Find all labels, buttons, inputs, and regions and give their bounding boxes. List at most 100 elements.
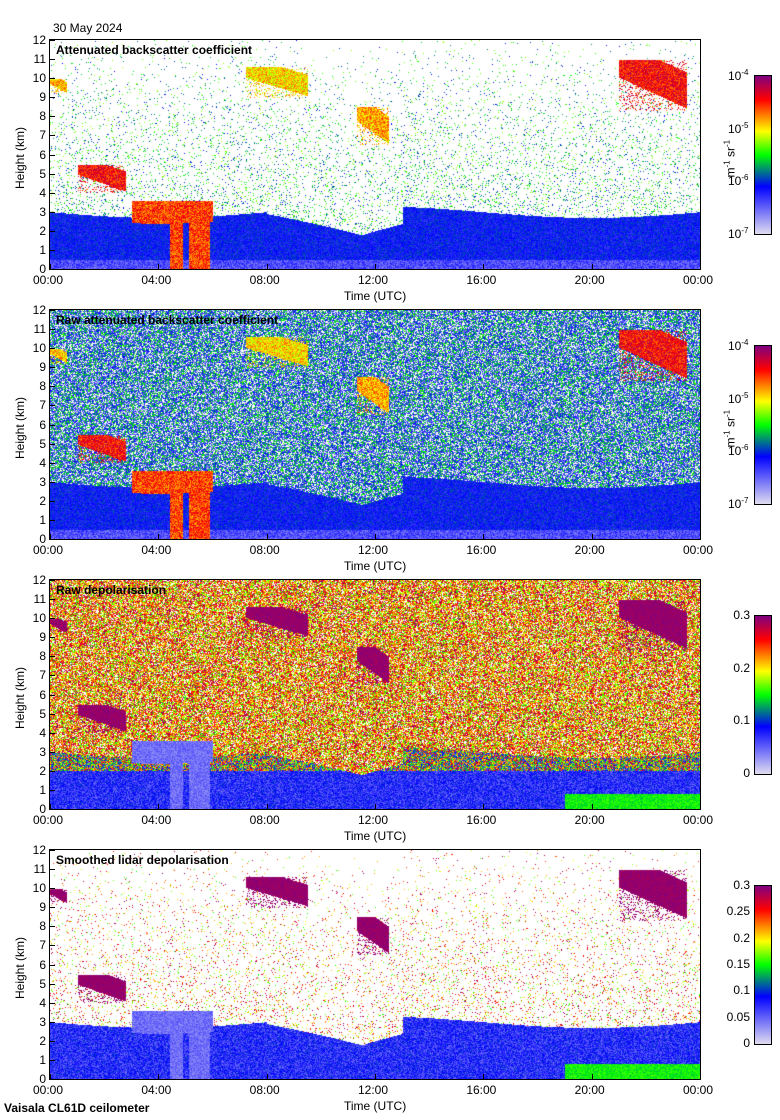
y-tick-label: 4 (39, 455, 46, 470)
x-tick-label: 08:00 (249, 543, 280, 557)
x-tick-label: 04:00 (141, 813, 172, 827)
x-tick-label: 16:00 (466, 543, 497, 557)
x-tick-mark (158, 534, 160, 539)
y-tick-label: 11 (33, 322, 46, 337)
y-tick-mark (50, 809, 55, 810)
y-tick-mark (50, 599, 55, 601)
x-tick-mark (50, 1074, 51, 1079)
x-axis-label: Time (UTC) (344, 289, 407, 303)
y-axis-label: Height (km) (13, 666, 27, 729)
tick-exponent: -5 (741, 390, 749, 400)
y-tick-mark (50, 1059, 55, 1061)
y-tick-mark (50, 713, 55, 715)
y-tick-label: 6 (39, 147, 46, 162)
x-tick-mark (158, 264, 160, 269)
y-tick-label: 6 (39, 687, 46, 702)
colorbar-units: m-1 sr-1 (722, 409, 738, 448)
y-tick-mark (50, 675, 55, 677)
y-tick-label: 7 (39, 128, 46, 143)
y-axis-label: Height (km) (13, 396, 27, 459)
y-tick-mark (50, 869, 55, 871)
x-tick-mark (591, 1074, 593, 1079)
y-tick-label: 6 (39, 957, 46, 972)
colorbar (754, 345, 772, 505)
y-tick-mark (50, 1040, 55, 1042)
colorbar-tick-label: 0.3 (733, 878, 750, 892)
colorbar-tick-label: 10-5 (728, 391, 748, 406)
x-tick-label: 00:00 (33, 1083, 64, 1097)
x-tick-label: 12:00 (358, 813, 389, 827)
tick-base: 10 (728, 497, 742, 511)
tick-exponent: -7 (741, 496, 749, 505)
y-tick-mark (50, 348, 55, 350)
y-tick-mark (50, 926, 55, 928)
x-tick-label: 20:00 (574, 543, 605, 557)
y-tick-mark (50, 732, 55, 734)
x-axis-label: Time (UTC) (344, 1099, 407, 1113)
y-tick-mark (50, 135, 55, 137)
y-tick-label: 12 (32, 573, 46, 587)
y-tick-mark (50, 694, 55, 696)
y-tick-mark (50, 580, 55, 581)
y-tick-mark (50, 637, 55, 639)
y-tick-mark (50, 78, 55, 80)
x-tick-mark (50, 264, 51, 269)
y-tick-label: 9 (39, 90, 46, 105)
y-tick-mark (50, 656, 55, 658)
x-tick-mark (266, 1074, 268, 1079)
x-tick-label: 12:00 (358, 273, 389, 287)
x-tick-mark (266, 534, 268, 539)
x-axis-label: Time (UTC) (344, 829, 407, 843)
panel-title: Raw attenuated backscatter coefficient (56, 313, 279, 327)
y-tick-mark (50, 329, 55, 331)
x-tick-label: 20:00 (574, 273, 605, 287)
y-tick-label: 4 (39, 995, 46, 1010)
y-tick-mark (50, 192, 55, 194)
y-tick-mark (50, 386, 55, 388)
y-tick-label: 8 (39, 919, 46, 934)
y-tick-label: 4 (39, 185, 46, 200)
x-tick-label: 04:00 (141, 543, 172, 557)
x-tick-label: 08:00 (249, 813, 280, 827)
tick-base: 10 (728, 121, 742, 136)
y-tick-label: 10 (32, 881, 46, 896)
x-tick-mark (50, 804, 51, 809)
x-tick-mark (158, 804, 160, 809)
date-label: 30 May 2024 (53, 21, 123, 35)
y-tick-label: 8 (39, 109, 46, 124)
colorbar (754, 885, 772, 1045)
x-tick-label: 00:00 (33, 813, 64, 827)
y-tick-mark (50, 1021, 55, 1023)
x-tick-label: 08:00 (249, 1083, 280, 1097)
tick-exponent: -6 (741, 443, 749, 453)
y-tick-label: 5 (39, 436, 46, 451)
colorbar-tick-label: 0.15 (726, 957, 750, 971)
y-tick-mark (50, 249, 55, 251)
x-tick-label: 16:00 (466, 273, 497, 287)
x-tick-label: 00:00 (683, 543, 714, 557)
y-tick-mark (50, 789, 55, 791)
colorbar (754, 615, 772, 775)
y-axis-label: Height (km) (13, 936, 27, 999)
tick-base: 10 (728, 227, 742, 241)
y-tick-mark (50, 97, 55, 99)
tick-base: 10 (728, 174, 742, 189)
y-tick-label: 12 (32, 33, 46, 47)
y-tick-mark (50, 424, 55, 426)
y-tick-mark (50, 751, 55, 753)
x-tick-mark (266, 804, 268, 809)
tick-exponent: -5 (741, 120, 749, 130)
y-tick-label: 3 (39, 744, 46, 759)
y-tick-label: 2 (39, 1033, 46, 1048)
y-tick-mark (50, 481, 55, 483)
x-tick-mark (375, 534, 376, 539)
y-tick-label: 5 (39, 166, 46, 181)
x-tick-label: 00:00 (33, 543, 64, 557)
x-tick-mark (158, 1074, 160, 1079)
tick-base: 10 (728, 69, 742, 83)
tick-base: 10 (728, 444, 742, 459)
x-tick-mark (700, 534, 701, 539)
y-tick-label: 4 (39, 725, 46, 740)
x-axis-label: Time (UTC) (344, 559, 407, 573)
x-tick-mark (483, 804, 485, 809)
